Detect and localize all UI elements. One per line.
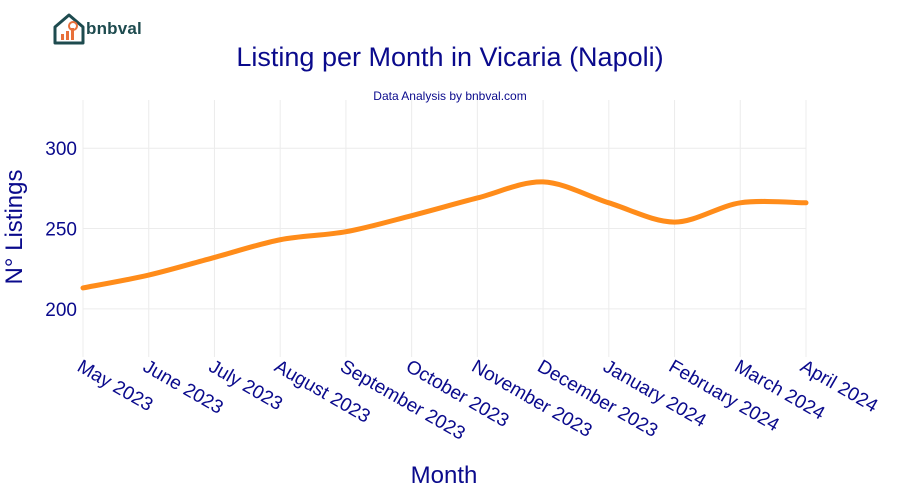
series-line xyxy=(80,179,809,291)
x-tick-label: February 2024 xyxy=(665,356,783,436)
brand-logo xyxy=(52,12,162,46)
chart-subtitle: Data Analysis by bnbval.com xyxy=(373,89,527,103)
brand-name: bnbval xyxy=(86,19,142,38)
y-tick-label: 300 xyxy=(45,139,77,160)
chart-title: Listing per Month in Vicaria (Napoli) xyxy=(236,42,664,72)
house-chart-icon xyxy=(53,13,85,45)
y-axis-label: N° Listings xyxy=(1,170,28,285)
y-tick-label: 200 xyxy=(45,300,77,321)
x-axis-label: Month xyxy=(411,462,478,489)
y-tick-label: 250 xyxy=(45,220,77,241)
grid xyxy=(82,100,807,357)
y-axis-ticks: 200 250 300 xyxy=(45,139,77,321)
